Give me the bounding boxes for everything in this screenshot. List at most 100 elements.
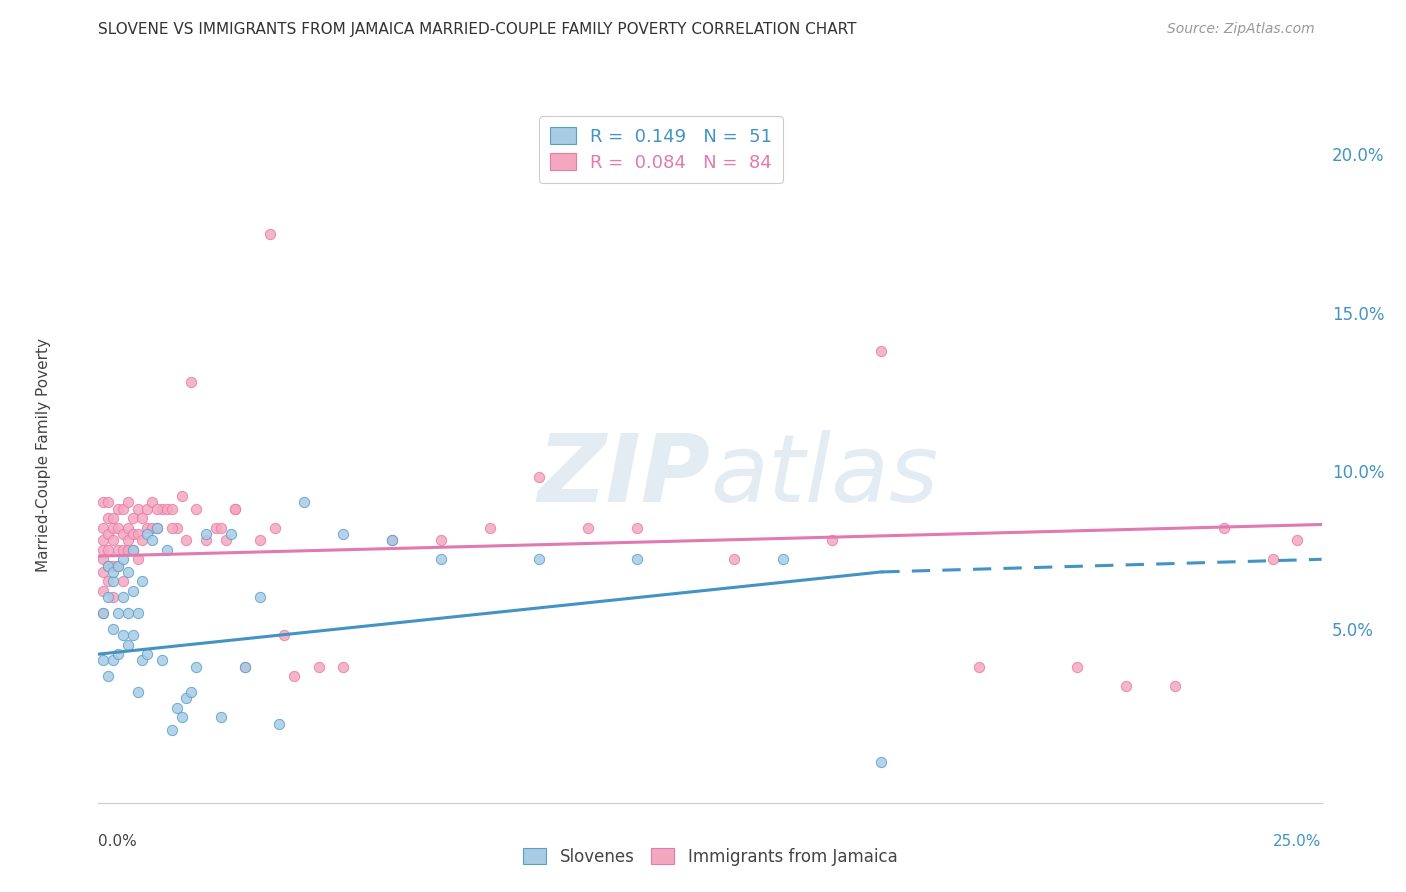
Point: [283, 669, 305, 683]
Point: [170, 489, 193, 503]
Point: [131, 653, 153, 667]
Point: [91, 565, 114, 579]
Point: [91, 583, 114, 598]
Text: SLOVENE VS IMMIGRANTS FROM JAMAICA MARRIED-COUPLE FAMILY POVERTY CORRELATION CHA: SLOVENE VS IMMIGRANTS FROM JAMAICA MARRI…: [98, 22, 856, 37]
Point: [127, 527, 149, 541]
Text: Source: ZipAtlas.com: Source: ZipAtlas.com: [1167, 22, 1315, 37]
Point: [209, 710, 232, 724]
Point: [1286, 533, 1309, 548]
Point: [772, 552, 794, 566]
Point: [131, 511, 153, 525]
Text: atlas: atlas: [710, 430, 938, 521]
Point: [141, 533, 163, 548]
Point: [478, 521, 501, 535]
Point: [141, 521, 163, 535]
Point: [111, 628, 134, 642]
Point: [97, 527, 120, 541]
Point: [136, 521, 159, 535]
Point: [121, 628, 143, 642]
Point: [131, 533, 153, 548]
Point: [101, 558, 124, 573]
Point: [121, 583, 143, 598]
Point: [1066, 660, 1088, 674]
Point: [107, 521, 129, 535]
Point: [117, 495, 139, 509]
Point: [101, 565, 124, 579]
Point: [527, 470, 550, 484]
Point: [111, 574, 134, 589]
Point: [121, 542, 143, 557]
Point: [97, 558, 120, 573]
Point: [91, 606, 114, 620]
Point: [180, 685, 202, 699]
Point: [273, 628, 295, 642]
Point: [527, 552, 550, 566]
Point: [1212, 521, 1234, 535]
Point: [111, 542, 134, 557]
Point: [117, 542, 139, 557]
Point: [166, 701, 188, 715]
Point: [117, 638, 139, 652]
Point: [91, 552, 114, 566]
Point: [101, 511, 124, 525]
Point: [127, 606, 149, 620]
Text: 0.0%: 0.0%: [98, 834, 138, 849]
Point: [136, 527, 159, 541]
Point: [156, 501, 179, 516]
Point: [91, 521, 114, 535]
Point: [332, 660, 354, 674]
Point: [870, 755, 893, 769]
Point: [141, 495, 163, 509]
Text: ZIP: ZIP: [537, 430, 710, 522]
Point: [146, 501, 169, 516]
Text: 25.0%: 25.0%: [1274, 834, 1322, 849]
Point: [967, 660, 990, 674]
Point: [97, 591, 120, 605]
Point: [121, 527, 143, 541]
Point: [292, 495, 315, 509]
Point: [249, 591, 271, 605]
Point: [870, 343, 893, 358]
Point: [101, 574, 124, 589]
Point: [205, 521, 228, 535]
Point: [101, 622, 124, 636]
Legend: Slovenes, Immigrants from Jamaica: Slovenes, Immigrants from Jamaica: [515, 839, 905, 874]
Point: [576, 521, 599, 535]
Point: [97, 669, 120, 683]
Point: [381, 533, 404, 548]
Point: [150, 653, 173, 667]
Point: [91, 606, 114, 620]
Point: [249, 533, 271, 548]
Point: [101, 653, 124, 667]
Text: Married-Couple Family Poverty: Married-Couple Family Poverty: [37, 338, 51, 572]
Point: [160, 501, 183, 516]
Point: [186, 501, 208, 516]
Point: [117, 565, 139, 579]
Point: [821, 533, 844, 548]
Point: [127, 685, 149, 699]
Point: [107, 501, 129, 516]
Point: [308, 660, 330, 674]
Point: [1115, 679, 1137, 693]
Point: [97, 495, 120, 509]
Point: [381, 533, 404, 548]
Point: [101, 521, 124, 535]
Point: [219, 527, 242, 541]
Point: [160, 521, 183, 535]
Point: [97, 542, 120, 557]
Point: [209, 521, 232, 535]
Point: [97, 511, 120, 525]
Point: [146, 521, 169, 535]
Point: [224, 501, 246, 516]
Point: [111, 591, 134, 605]
Point: [107, 558, 129, 573]
Point: [224, 501, 246, 516]
Point: [131, 574, 153, 589]
Point: [121, 511, 143, 525]
Point: [97, 574, 120, 589]
Point: [91, 653, 114, 667]
Point: [91, 533, 114, 548]
Point: [146, 521, 169, 535]
Point: [111, 527, 134, 541]
Point: [263, 521, 285, 535]
